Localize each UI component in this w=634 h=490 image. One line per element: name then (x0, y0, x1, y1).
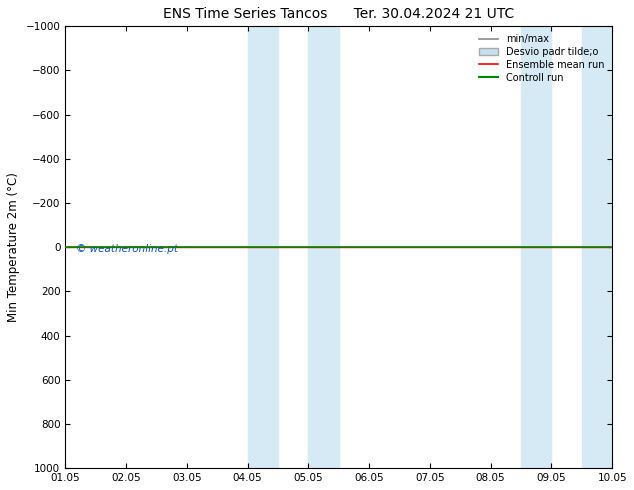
Bar (308, 26, 339, 468)
Bar (521, 26, 552, 468)
Bar (582, 26, 612, 468)
Legend: min/max, Desvio padr tilde;o, Ensemble mean run, Controll run: min/max, Desvio padr tilde;o, Ensemble m… (476, 31, 607, 86)
Bar (247, 26, 278, 468)
Title: ENS Time Series Tancos      Ter. 30.04.2024 21 UTC: ENS Time Series Tancos Ter. 30.04.2024 2… (163, 7, 514, 21)
Y-axis label: Min Temperature 2m (°C): Min Temperature 2m (°C) (7, 172, 20, 322)
Text: © weatheronline.pt: © weatheronline.pt (76, 245, 178, 254)
